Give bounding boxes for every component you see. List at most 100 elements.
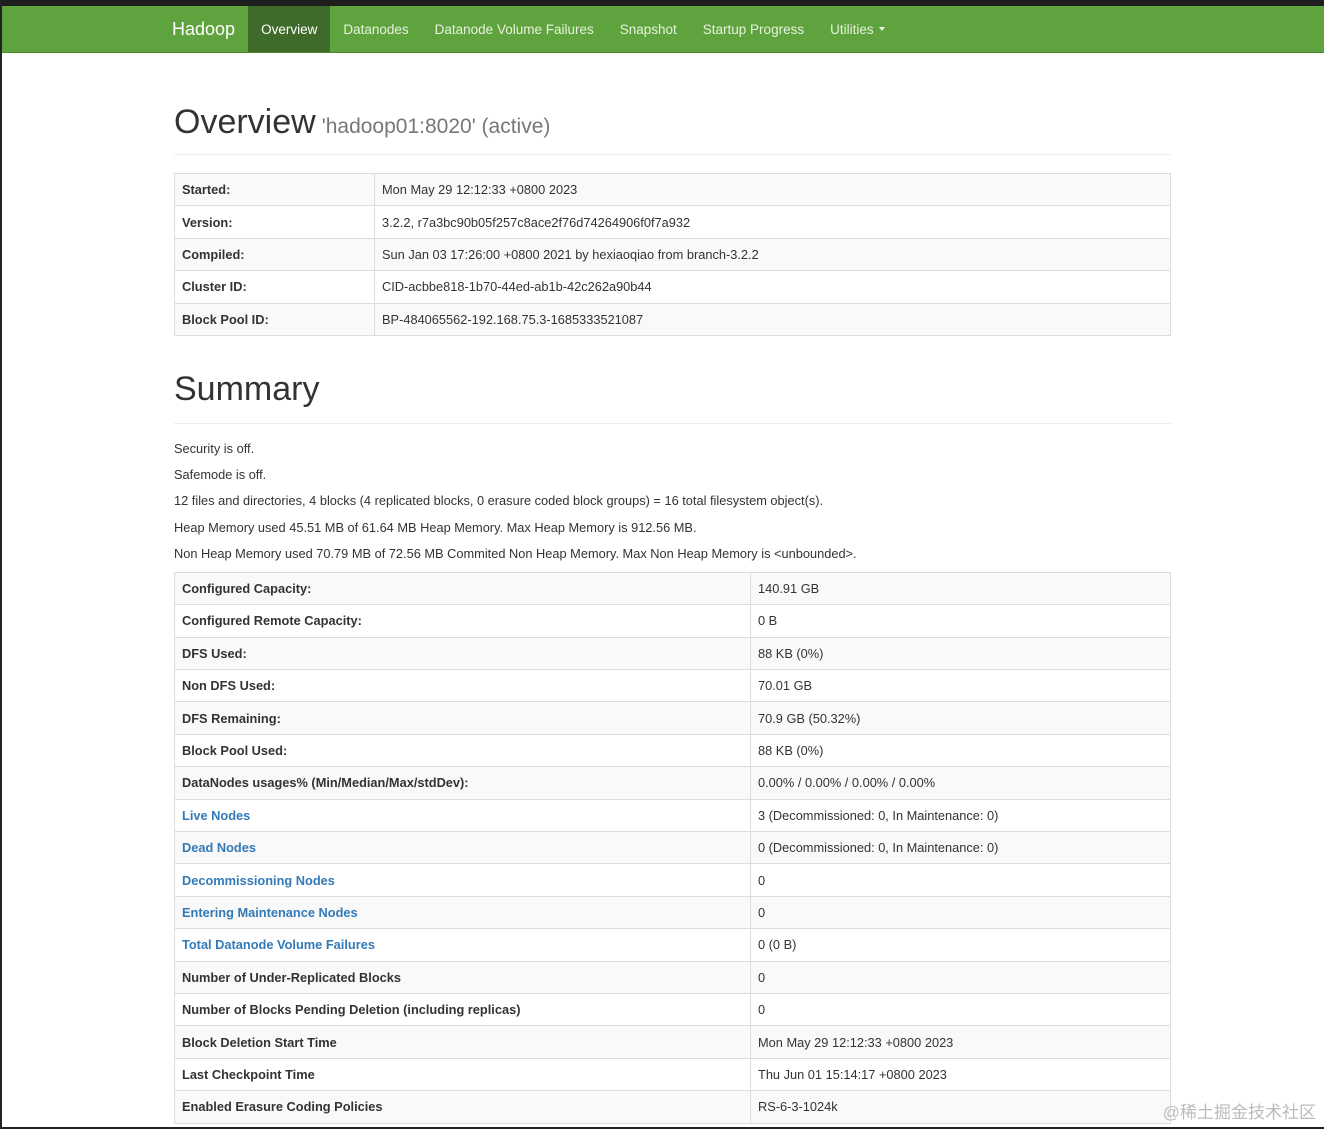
navbar: Hadoop Overview Datanodes Datanode Volume …: [2, 6, 1324, 53]
row-label: Non DFS Used:: [174, 669, 751, 703]
row-value: 0 (Decommissioned: 0, In Maintenance: 0): [750, 831, 1171, 865]
table-row: Block Pool ID: BP-484065562-192.168.75.3-…: [174, 302, 1171, 336]
row-label: Block Deletion Start Time: [174, 1025, 751, 1059]
row-label: Number of Under-Replicated Blocks: [174, 960, 751, 994]
nav-startup-progress[interactable]: Startup Progress: [690, 6, 817, 52]
summary-line: Heap Memory used 45.51 MB of 61.64 MB He…: [174, 519, 697, 535]
row-label: Configured Remote Capacity:: [174, 604, 751, 638]
summary-lines: Security is off. Safemode is off. 12 files…: [174, 441, 1171, 572]
main-content: Overview'hadoop01:8020' (active) Started…: [174, 53, 1171, 1124]
row-label: Cluster ID:: [174, 270, 375, 304]
summary-table: Configured Capacity: 140.91 GB Configured …: [174, 571, 1171, 1124]
overview-table: Started: Mon May 29 12:12:33 +0800 2023 Ve…: [174, 172, 1171, 336]
table-row: Total Datanode Volume Failures 0 (0 B): [174, 928, 1171, 962]
row-label: Block Pool ID:: [174, 302, 375, 336]
table-row: Cluster ID: CID-acbbe818-1b70-44ed-ab1b-4…: [174, 270, 1171, 304]
page-subtitle: 'hadoop01:8020' (active): [321, 115, 551, 138]
summary-line: 12 files and directories, 4 blocks (4 re…: [174, 493, 824, 509]
table-row: Entering Maintenance Nodes 0: [174, 895, 1171, 930]
row-label: Entering Maintenance Nodes: [174, 895, 751, 930]
row-value: 3.2.2, r7a3bc90b05f257c8ace2f76d74264906…: [374, 205, 1171, 239]
row-link[interactable]: Decommissioning Nodes: [182, 872, 335, 888]
nav-label: Startup Progress: [702, 21, 805, 37]
row-label: Live Nodes: [174, 798, 751, 833]
row-label: Dead Nodes: [174, 831, 751, 865]
nav-label: Utilities: [830, 21, 874, 37]
row-label: DFS Remaining:: [174, 701, 751, 735]
caret-down-icon: [878, 27, 885, 31]
row-label: Compiled:: [174, 237, 375, 272]
row-label: Configured Capacity:: [174, 571, 751, 606]
nav-label: Datanode Volume Failures: [434, 21, 594, 37]
table-row: Block Deletion Start Time Mon May 29 12:1…: [174, 1025, 1171, 1059]
summary-line: Safemode is off.: [174, 467, 267, 483]
row-value: BP-484065562-192.168.75.3-1685333521087: [374, 302, 1171, 336]
table-row: Dead Nodes 0 (Decommissioned: 0, In Maint…: [174, 831, 1171, 865]
nav-datanode-volume-failures[interactable]: Datanode Volume Failures: [422, 6, 607, 52]
row-label: Version:: [174, 205, 375, 239]
row-label: Enabled Erasure Coding Policies: [174, 1090, 751, 1124]
nav-label: Datanodes: [343, 21, 409, 37]
table-row: Number of Under-Replicated Blocks 0: [174, 960, 1171, 994]
row-value: 0.00% / 0.00% / 0.00% / 0.00%: [750, 766, 1171, 800]
row-label: Decommissioning Nodes: [174, 863, 751, 897]
table-row: Configured Capacity: 140.91 GB: [174, 571, 1171, 606]
row-label: Started:: [174, 172, 375, 207]
row-link[interactable]: Live Nodes: [182, 807, 251, 823]
row-value: CID-acbbe818-1b70-44ed-ab1b-42c262a90b44: [374, 270, 1171, 304]
row-value: 3 (Decommissioned: 0, In Maintenance: 0): [750, 798, 1171, 833]
brand[interactable]: Hadoop: [172, 18, 236, 39]
summary-line: Security is off.: [174, 440, 255, 456]
nav-label: Overview: [261, 21, 318, 37]
table-row: Block Pool Used: 88 KB (0%): [174, 733, 1171, 768]
table-row: Last Checkpoint Time Thu Jun 01 15:14:17 …: [174, 1057, 1171, 1092]
row-value: Mon May 29 12:12:33 +0800 2023: [374, 172, 1171, 207]
row-label: Last Checkpoint Time: [174, 1057, 751, 1092]
row-label: DFS Used:: [174, 636, 751, 671]
nav-overview[interactable]: Overview: [248, 6, 331, 52]
page-title: Overview'hadoop01:8020' (active): [174, 103, 1171, 155]
summary-heading: Summary: [174, 370, 1171, 424]
row-value: 140.91 GB: [750, 571, 1171, 606]
row-value: 88 KB (0%): [750, 636, 1171, 671]
table-row: Configured Remote Capacity: 0 B: [174, 604, 1171, 638]
row-value: 88 KB (0%): [750, 733, 1171, 768]
table-row: DataNodes usages% (Min/Median/Max/stdDev…: [174, 766, 1171, 800]
table-row: Version: 3.2.2, r7a3bc90b05f257c8ace2f76d…: [174, 205, 1171, 239]
row-label: Number of Blocks Pending Deletion (inclu…: [174, 992, 751, 1027]
row-value: 0: [750, 992, 1171, 1027]
table-row: Number of Blocks Pending Deletion (inclu…: [174, 992, 1171, 1027]
nav-datanodes[interactable]: Datanodes: [330, 6, 421, 52]
row-value: 0 (0 B): [750, 928, 1171, 962]
nav-utilities[interactable]: Utilities: [817, 6, 898, 52]
nav-label: Snapshot: [619, 21, 677, 37]
row-label: DataNodes usages% (Min/Median/Max/stdDev…: [174, 766, 751, 800]
row-link[interactable]: Entering Maintenance Nodes: [182, 904, 358, 920]
table-row: Non DFS Used: 70.01 GB: [174, 669, 1171, 703]
row-label: Total Datanode Volume Failures: [174, 928, 751, 962]
row-value: 70.9 GB (50.32%): [750, 701, 1171, 735]
nav-snapshot[interactable]: Snapshot: [607, 6, 690, 52]
table-row: DFS Remaining: 70.9 GB (50.32%): [174, 701, 1171, 735]
table-row: Live Nodes 3 (Decommissioned: 0, In Maint…: [174, 798, 1171, 833]
row-value: RS-6-3-1024k: [750, 1090, 1171, 1124]
table-row: Compiled: Sun Jan 03 17:26:00 +0800 2021 …: [174, 237, 1171, 272]
window-top-strip: [2, 0, 1324, 6]
row-value: 0: [750, 863, 1171, 897]
watermark: @稀土掘金技术社区: [1162, 1103, 1316, 1122]
table-row: Enabled Erasure Coding Policies RS-6-3-10…: [174, 1090, 1171, 1124]
summary-line: Non Heap Memory used 70.79 MB of 72.56 M…: [174, 545, 857, 561]
row-link[interactable]: Total Datanode Volume Failures: [182, 937, 375, 953]
row-value: 0 B: [750, 604, 1171, 638]
table-row: Decommissioning Nodes 0: [174, 863, 1171, 897]
row-value: Thu Jun 01 15:14:17 +0800 2023: [750, 1057, 1171, 1092]
table-row: Started: Mon May 29 12:12:33 +0800 2023: [174, 172, 1171, 207]
row-link[interactable]: Dead Nodes: [182, 840, 256, 856]
row-value: 0: [750, 895, 1171, 930]
row-value: Mon May 29 12:12:33 +0800 2023: [750, 1025, 1171, 1059]
table-row: DFS Used: 88 KB (0%): [174, 636, 1171, 671]
row-label: Block Pool Used:: [174, 733, 751, 768]
row-value: 0: [750, 960, 1171, 994]
row-value: Sun Jan 03 17:26:00 +0800 2021 by hexiao…: [374, 237, 1171, 272]
row-value: 70.01 GB: [750, 669, 1171, 703]
